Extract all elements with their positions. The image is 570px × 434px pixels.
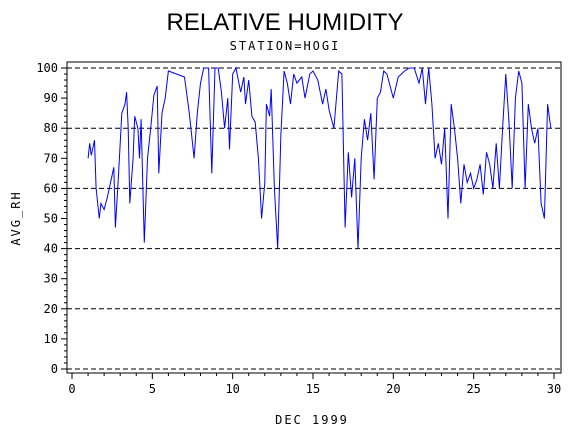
y-tick-label: 90 — [44, 91, 58, 105]
y-tick-label: 0 — [51, 362, 58, 376]
y-tick-label: 60 — [44, 181, 58, 195]
x-tick-label: 10 — [225, 382, 239, 396]
y-axis-label: AVG_RH — [9, 190, 23, 245]
x-tick-label: 20 — [386, 382, 400, 396]
x-axis-label: DEC 1999 — [275, 413, 349, 427]
y-tick-label: 20 — [44, 302, 58, 316]
y-tick-label: 10 — [44, 332, 58, 346]
y-tick-label: 30 — [44, 272, 58, 286]
x-tick-label: 15 — [306, 382, 320, 396]
x-tick-label: 5 — [149, 382, 156, 396]
y-tick-label: 70 — [44, 151, 58, 165]
x-tick-label: 0 — [68, 382, 75, 396]
plot-frame — [66, 61, 562, 374]
y-tick-label: 100 — [36, 61, 58, 75]
x-tick-label: 30 — [547, 382, 561, 396]
y-tick-label: 80 — [44, 121, 58, 135]
x-tick-label: 25 — [466, 382, 480, 396]
data-line — [87, 66, 552, 249]
chart-title: RELATIVE HUMIDITY — [167, 9, 404, 36]
y-tick-label: 50 — [44, 212, 58, 226]
y-tick-label: 40 — [44, 242, 58, 256]
chart-subtitle: STATION=HOGI — [230, 39, 341, 53]
